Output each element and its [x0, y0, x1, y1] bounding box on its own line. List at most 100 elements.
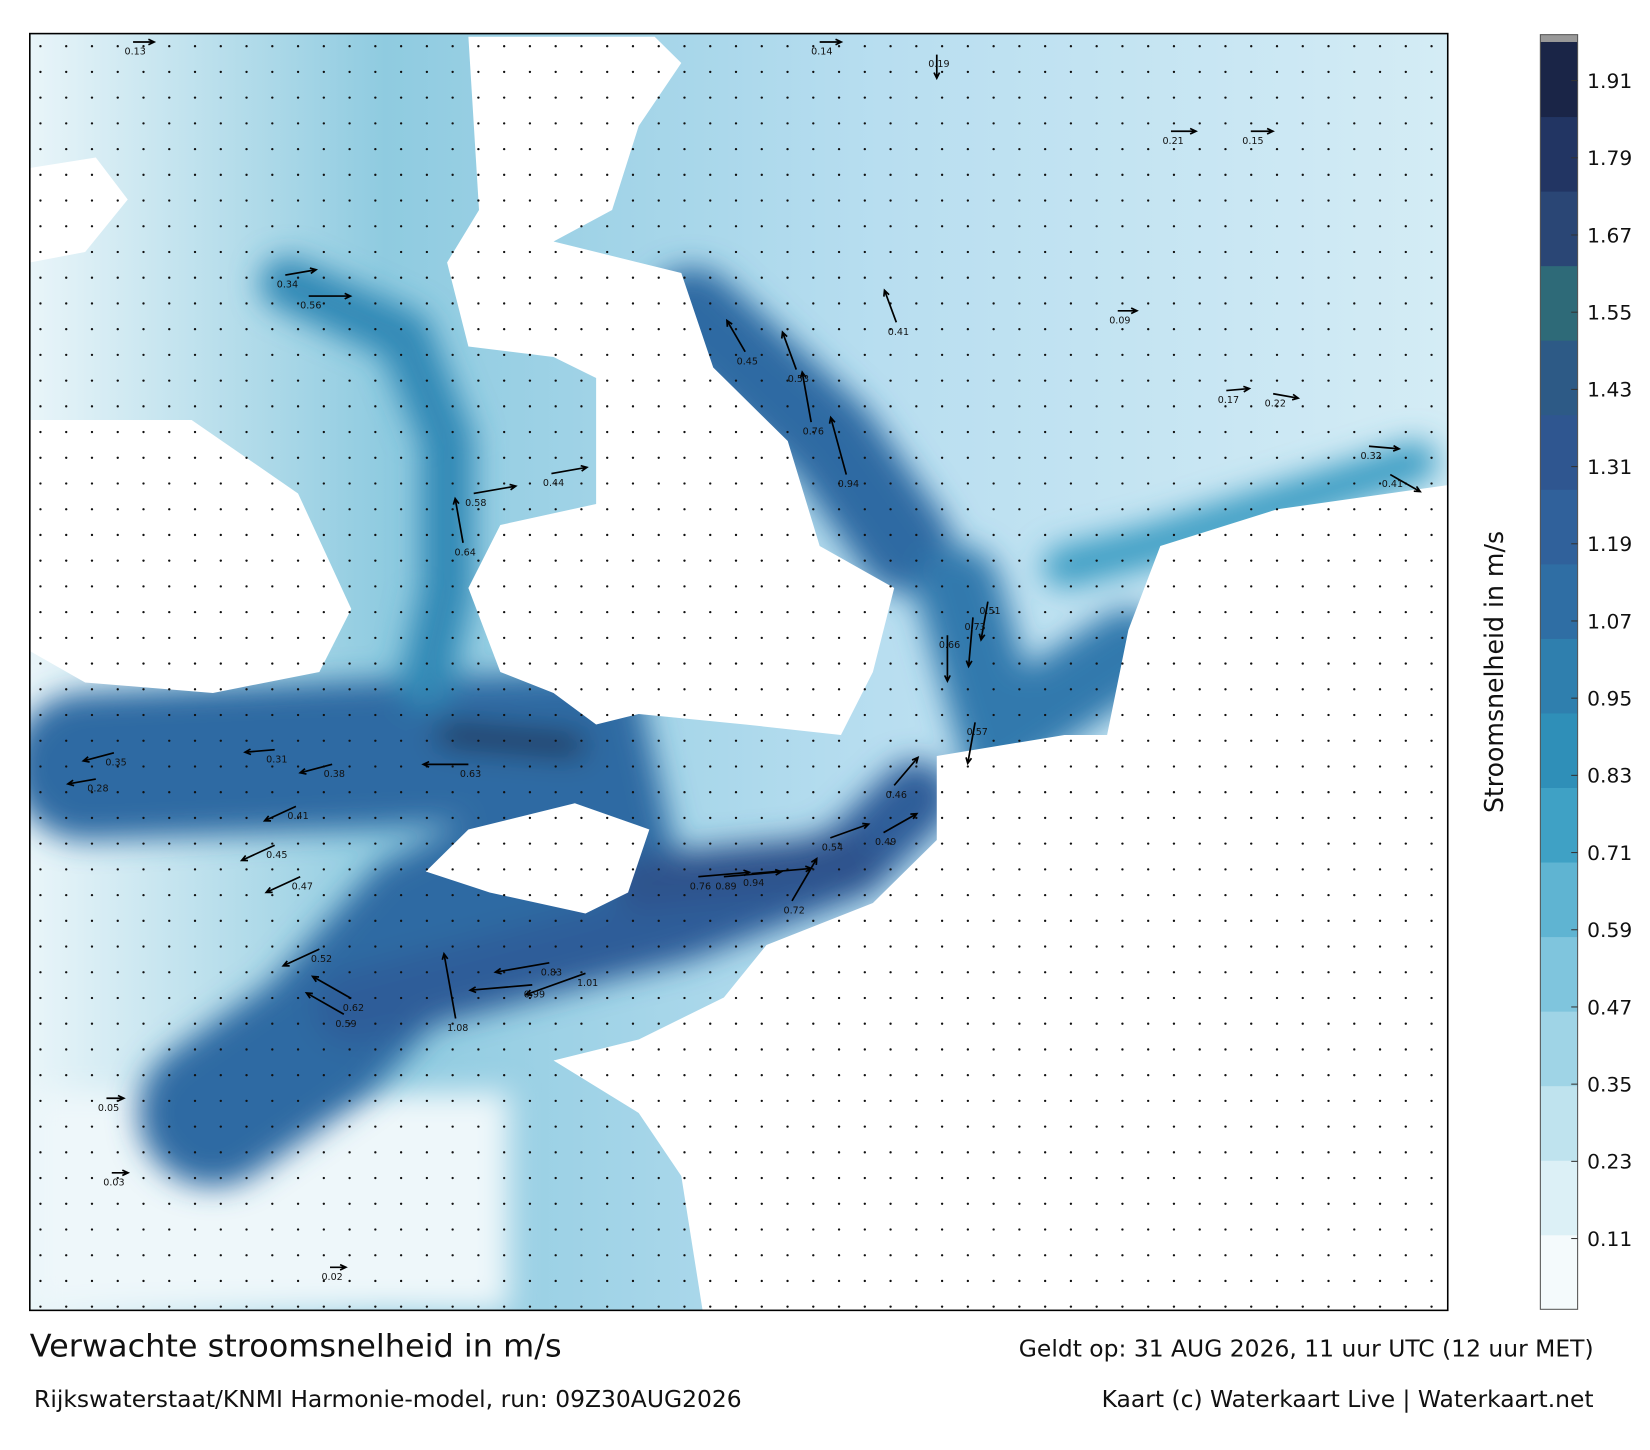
grid-dot: [1147, 70, 1150, 74]
grid-dot: [1301, 1202, 1304, 1205]
grid-dot: [65, 636, 68, 640]
grid-dot: [1378, 662, 1382, 665]
grid-dot: [889, 456, 892, 459]
grid-dot: [90, 96, 94, 99]
grid-dot: [90, 893, 94, 897]
grid-dot: [657, 1074, 660, 1077]
grid-dot: [1327, 1125, 1330, 1128]
colorbar-tick-label: 1.07: [1587, 609, 1632, 633]
grid-dot: [940, 122, 944, 125]
grid-dot: [760, 919, 763, 922]
grid-dot: [1404, 1254, 1407, 1257]
credit: Kaart (c) Waterkaart Live | Waterkaart.n…: [1102, 1386, 1594, 1413]
grid-dot: [760, 816, 763, 820]
grid-dot: [296, 1151, 300, 1154]
grid-dot: [1301, 713, 1304, 717]
grid-dot: [39, 122, 42, 125]
grid-dot: [271, 1305, 274, 1308]
grid-dot: [477, 1202, 480, 1205]
grid-dot: [1121, 199, 1124, 202]
grid-dot: [116, 96, 119, 99]
grid-dot: [399, 1048, 403, 1051]
grid-dot: [554, 276, 557, 279]
grid-dot: [502, 276, 506, 279]
grid-dot: [477, 199, 480, 202]
grid-dot: [528, 713, 532, 717]
grid-dot: [966, 765, 970, 768]
grid-dot: [1121, 713, 1124, 717]
grid-dot: [322, 379, 325, 382]
grid-dot: [554, 610, 557, 614]
grid-dot: [1404, 70, 1407, 74]
grid-dot: [1378, 533, 1382, 537]
grid-dot: [65, 430, 68, 434]
grid-dot: [889, 1202, 892, 1205]
grid-dot: [142, 379, 145, 382]
grid-dot: [271, 225, 274, 228]
grid-dot: [219, 405, 222, 408]
speed-label: 0.62: [343, 1003, 364, 1014]
grid-dot: [812, 328, 815, 331]
grid-dot: [1353, 482, 1356, 485]
grid-dot: [90, 250, 94, 254]
grid-dot: [1224, 996, 1227, 1000]
grid-dot: [451, 610, 454, 614]
grid-dot: [915, 662, 918, 665]
grid-dot: [451, 122, 454, 125]
grid-dot: [1430, 328, 1433, 331]
grid-dot: [889, 430, 892, 434]
grid-dot: [554, 225, 557, 228]
grid-dot: [1275, 662, 1279, 665]
grid-dot: [219, 816, 222, 820]
grid-dot: [1404, 45, 1407, 48]
grid-dot: [219, 919, 222, 922]
grid-dot: [322, 173, 325, 176]
grid-dot: [966, 122, 970, 125]
grid-dot: [1327, 302, 1330, 305]
grid-dot: [90, 971, 94, 974]
grid-dot: [760, 328, 763, 331]
grid-dot: [39, 70, 42, 74]
grid-dot: [1327, 45, 1330, 48]
grid-dot: [940, 1279, 944, 1283]
grid-dot: [1404, 1125, 1407, 1128]
grid-dot: [554, 482, 557, 485]
grid-dot: [65, 765, 68, 768]
grid-dot: [657, 559, 660, 562]
grid-dot: [528, 739, 532, 742]
grid-dot: [451, 353, 454, 357]
grid-dot: [271, 1125, 274, 1128]
grid-dot: [1018, 276, 1021, 279]
grid-dot: [709, 688, 712, 691]
grid-dot: [1301, 636, 1304, 640]
grid-dot: [709, 919, 712, 922]
grid-dot: [348, 250, 351, 254]
grid-dot: [631, 508, 635, 511]
colorbar-tick-label: 0.83: [1587, 764, 1632, 788]
grid-dot: [1172, 636, 1176, 640]
grid-dot: [812, 585, 815, 588]
grid-dot: [580, 96, 583, 99]
grid-dot: [760, 585, 763, 588]
grid-dot: [168, 199, 171, 202]
grid-dot: [554, 765, 557, 768]
grid-dot: [1069, 533, 1073, 537]
grid-dot: [1018, 302, 1021, 305]
grid-dot: [1404, 868, 1407, 871]
grid-dot: [1043, 842, 1047, 845]
colorbar-band: [1540, 265, 1578, 341]
grid-dot: [1301, 1099, 1304, 1103]
grid-dot: [1404, 662, 1407, 665]
grid-dot: [296, 482, 300, 485]
grid-dot: [709, 1099, 712, 1103]
grid-dot: [1275, 559, 1279, 562]
grid-dot: [245, 1099, 248, 1103]
grid-dot: [168, 842, 171, 845]
grid-dot: [1301, 1125, 1304, 1128]
grid-dot: [502, 713, 506, 717]
grid-dot: [116, 585, 119, 588]
grid-dot: [863, 1125, 866, 1128]
grid-dot: [271, 122, 274, 125]
grid-dot: [168, 508, 171, 511]
grid-dot: [193, 610, 197, 614]
